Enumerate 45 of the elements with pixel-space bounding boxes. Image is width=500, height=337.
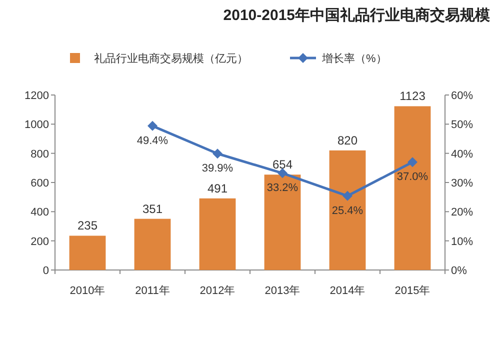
- data-label: 654: [272, 158, 293, 172]
- y2-tick-label: 40%: [451, 148, 474, 160]
- legend-label: 增长率（%）: [321, 52, 387, 65]
- bar: [394, 106, 431, 270]
- legend-label: 礼品行业电商交易规模（亿元）: [94, 52, 248, 65]
- y-tick-label: 200: [30, 236, 49, 248]
- x-tick-label: 2010年: [70, 285, 106, 297]
- point: [278, 168, 288, 178]
- data-label: 37.0%: [396, 171, 428, 184]
- y2-tick-label: 20%: [451, 206, 474, 219]
- y2-tick-label: 0%: [451, 265, 468, 277]
- bar: [264, 174, 301, 270]
- bar: [199, 198, 236, 270]
- y2-tick-label: 10%: [451, 236, 474, 248]
- y-tick-label: 400: [30, 206, 49, 219]
- bar: [329, 150, 366, 270]
- y-tick-label: 800: [30, 148, 49, 160]
- bar: [69, 236, 106, 270]
- bar: [134, 218, 171, 270]
- y-tick-label: 0: [42, 265, 49, 277]
- data-label: 49.4%: [136, 134, 168, 147]
- y-tick-label: 600: [30, 178, 49, 190]
- point: [148, 120, 158, 131]
- data-label: 25.4%: [332, 204, 364, 217]
- data-label: 491: [207, 181, 228, 196]
- x-tick-label: 2015年: [394, 285, 430, 297]
- y-tick-label: 1200: [24, 90, 49, 102]
- data-label: 33.2%: [266, 182, 298, 194]
- data-label: 1123: [400, 89, 426, 104]
- point: [408, 157, 418, 168]
- data-label: 39.9%: [202, 162, 234, 175]
- x-tick-label: 2014年: [330, 285, 366, 297]
- point: [212, 148, 222, 159]
- x-tick-label: 2012年: [200, 285, 236, 297]
- data-label: 235: [77, 218, 98, 233]
- y2-tick-label: 50%: [451, 119, 474, 132]
- x-tick-label: 2013年: [264, 285, 300, 297]
- data-label: 351: [142, 202, 163, 216]
- point: [342, 190, 352, 201]
- chart-title: 2010-2015年中国礼品行业电商交易规模: [223, 6, 491, 24]
- y-tick-label: 1000: [24, 119, 49, 132]
- data-label: 820: [337, 133, 358, 148]
- x-tick-label: 2011年: [135, 285, 170, 297]
- y2-tick-label: 60%: [451, 90, 474, 102]
- y2-tick-label: 30%: [451, 178, 474, 190]
